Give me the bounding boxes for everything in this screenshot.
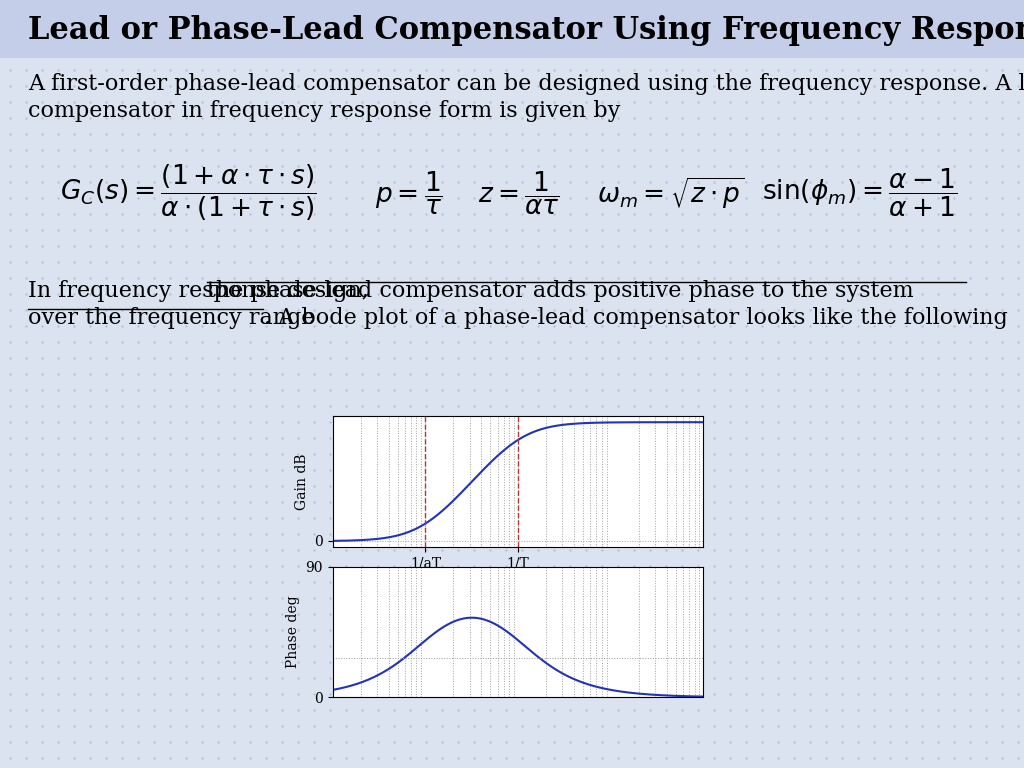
Y-axis label: Phase deg: Phase deg — [286, 596, 300, 668]
Text: $\omega_m = \sqrt{z \cdot p}$: $\omega_m = \sqrt{z \cdot p}$ — [597, 175, 744, 211]
Text: In frequency response design,: In frequency response design, — [28, 280, 376, 302]
Text: $p = \dfrac{1}{\tau}$: $p = \dfrac{1}{\tau}$ — [375, 170, 443, 217]
Text: $\sin\!\left(\phi_m\right) = \dfrac{\alpha - 1}{\alpha + 1}$: $\sin\!\left(\phi_m\right) = \dfrac{\alp… — [762, 167, 957, 219]
Bar — [0, 0, 1024, 58]
Text: over the frequency range: over the frequency range — [28, 307, 314, 329]
Text: $G_C(s) = \dfrac{\left(1 + \alpha \cdot \tau \cdot s\right)}{\alpha \cdot \left(: $G_C(s) = \dfrac{\left(1 + \alpha \cdot … — [60, 163, 316, 223]
Text: $z = \dfrac{1}{\alpha\tau}$: $z = \dfrac{1}{\alpha\tau}$ — [478, 170, 560, 217]
Text: . A bode plot of a phase-lead compensator looks like the following: . A bode plot of a phase-lead compensato… — [264, 307, 1008, 329]
Y-axis label: Gain dB: Gain dB — [295, 453, 309, 510]
X-axis label: Frequency (rad/sec): Frequency (rad/sec) — [446, 576, 590, 591]
Text: A first-order phase-lead compensator can be designed using the frequency respons: A first-order phase-lead compensator can… — [28, 73, 1024, 95]
Text: the phase-lead compensator adds positive phase to the system: the phase-lead compensator adds positive… — [207, 280, 913, 302]
Text: Lead or Phase-Lead Compensator Using Frequency Response: Lead or Phase-Lead Compensator Using Fre… — [28, 15, 1024, 47]
Text: compensator in frequency response form is given by: compensator in frequency response form i… — [28, 100, 621, 122]
